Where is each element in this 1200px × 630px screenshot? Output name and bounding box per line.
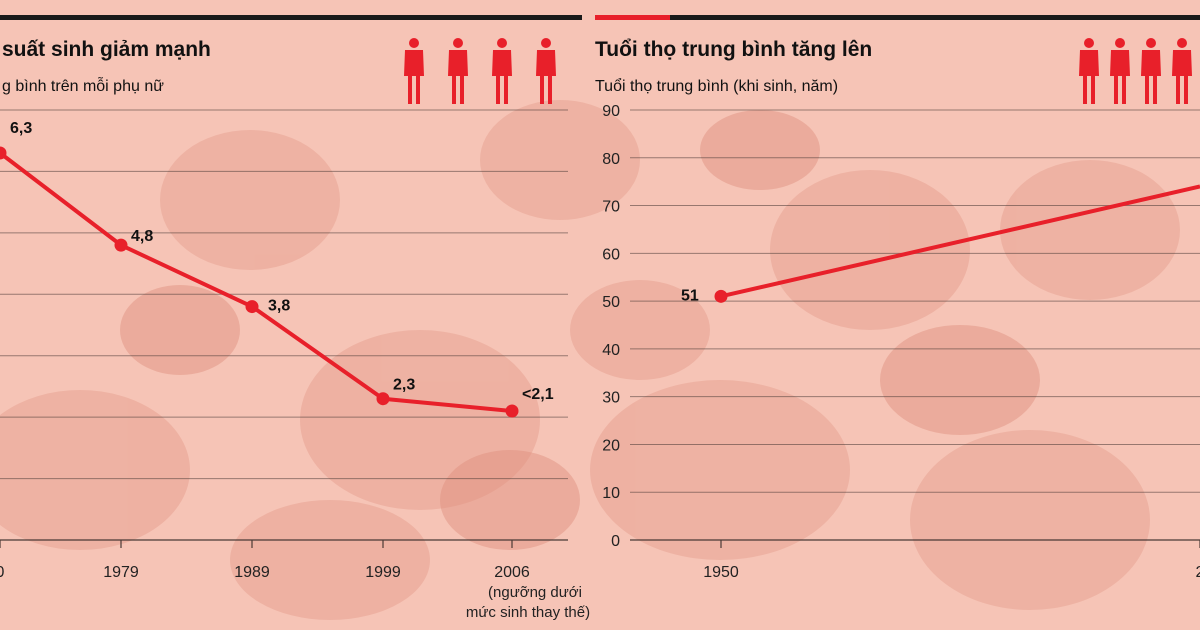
person-icon	[536, 38, 556, 104]
right-y-tick-label: 10	[602, 485, 620, 502]
left-data-label: 6,3	[10, 120, 32, 137]
left-data-point	[114, 238, 128, 252]
person-icon	[1110, 38, 1130, 104]
left-x-tick-label: 2006	[494, 564, 530, 581]
left-data-label: 2,3	[393, 377, 415, 394]
right-y-tick-label: 20	[602, 437, 620, 454]
person-icon	[404, 38, 424, 104]
right-y-tick-label: 0	[611, 533, 620, 550]
left-x-tick-label: 1999	[365, 564, 401, 581]
right-y-tick-labels: 0 10 20 30 40 50 60 70 80 90	[602, 103, 620, 550]
left-data-label: <2,1	[522, 386, 554, 403]
person-icon	[1141, 38, 1161, 104]
right-series: 51	[681, 184, 1200, 304]
left-data-point	[376, 392, 390, 406]
right-y-tick-label: 40	[602, 342, 620, 359]
left-x-tick-labels: 0 1979 1989 1999 2006	[0, 540, 530, 581]
right-x-tick-label: 1950	[703, 564, 739, 581]
person-icon	[1079, 38, 1099, 104]
left-data-point	[505, 404, 519, 418]
right-y-tick-label: 30	[602, 390, 620, 407]
right-y-tick-label: 90	[602, 103, 620, 120]
right-top-accent-rule	[595, 15, 670, 20]
left-series-line	[0, 151, 513, 413]
right-data-label: 51	[681, 287, 699, 304]
left-x-tick-label: 1979	[103, 564, 139, 581]
right-gridlines	[630, 109, 1200, 541]
left-x-tick-label: 1989	[234, 564, 270, 581]
right-x-tick-labels: 1950 2	[703, 540, 1200, 581]
left-gridlines	[0, 109, 568, 541]
right-chart-subtitle: Tuổi thọ trung bình (khi sinh, năm)	[595, 77, 838, 95]
right-icon-group	[1079, 38, 1192, 104]
left-chart-title: suất sinh giảm mạnh	[2, 38, 211, 61]
right-y-tick-label: 60	[602, 246, 620, 263]
person-icon	[1172, 38, 1192, 104]
left-data-point	[0, 146, 7, 160]
right-y-tick-label: 50	[602, 294, 620, 311]
person-icon	[448, 38, 468, 104]
right-series-line	[720, 184, 1200, 299]
left-x-tick-label: 0	[0, 564, 5, 581]
left-top-rule	[0, 15, 582, 20]
person-icon	[492, 38, 512, 104]
right-panel: Tuổi thọ trung bình tăng lên Tuổi thọ tr…	[595, 38, 1200, 581]
left-data-label: 3,8	[268, 298, 290, 315]
right-y-tick-label: 70	[602, 199, 620, 216]
left-chart-subtitle: g bình trên mỗi phụ nữ	[2, 76, 164, 95]
right-x-tick-label: 2	[1196, 564, 1200, 581]
right-chart-title: Tuổi thọ trung bình tăng lên	[595, 38, 872, 61]
left-note-line-2: mức sinh thay thế)	[466, 604, 590, 621]
left-data-point	[245, 300, 259, 314]
left-series: 6,3 4,8 3,8 2,3 <2,1	[0, 120, 554, 418]
left-icon-group	[404, 38, 556, 104]
left-note-line-1: (ngưỡng dưới	[488, 584, 582, 601]
left-data-label: 4,8	[131, 228, 153, 245]
right-top-rule	[670, 15, 1200, 20]
right-data-point	[714, 289, 728, 303]
right-y-tick-label: 80	[602, 151, 620, 168]
left-panel: suất sinh giảm mạnh g bình trên mỗi phụ …	[0, 38, 590, 621]
